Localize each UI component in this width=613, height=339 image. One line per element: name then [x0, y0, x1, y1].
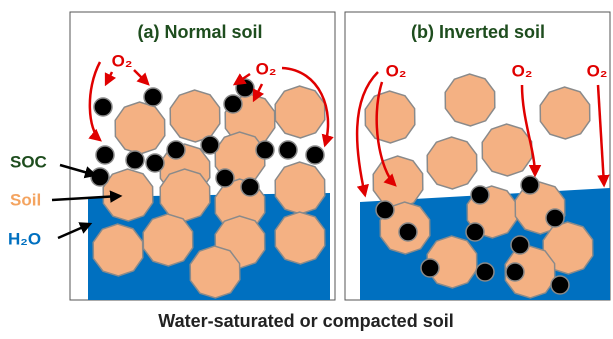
soc-particle	[376, 201, 394, 219]
soc-particle	[144, 88, 162, 106]
soc-particle	[167, 141, 185, 159]
soc-particle	[521, 176, 539, 194]
soc-particle	[216, 169, 234, 187]
soil-particle	[93, 224, 143, 276]
soc-particle	[279, 141, 297, 159]
soc-label: SOC	[10, 152, 47, 171]
soil-label: Soil	[10, 190, 41, 209]
soc-particle	[546, 209, 564, 227]
soc-particle	[224, 95, 242, 113]
soil-particle	[445, 74, 495, 126]
soc-particle	[421, 259, 439, 277]
caption: Water-saturated or compacted soil	[158, 311, 453, 331]
soil-particle	[365, 91, 415, 143]
soc-particle	[146, 154, 164, 172]
soc-particle	[241, 178, 259, 196]
soc-particle	[471, 186, 489, 204]
o2-label: O₂	[386, 61, 407, 80]
soil-particle	[160, 169, 210, 221]
soc-particle	[201, 136, 219, 154]
o2-label: O₂	[112, 51, 133, 70]
soil-particle	[143, 214, 193, 266]
soc-particle	[506, 263, 524, 281]
soil-particle	[540, 87, 590, 139]
soc-particle	[96, 146, 114, 164]
o2-label: O₂	[256, 59, 277, 78]
soil-particle	[275, 162, 325, 214]
soc-particle	[476, 263, 494, 281]
soil-particle	[427, 137, 477, 189]
soil-particle	[115, 102, 165, 154]
soc-particle	[306, 146, 324, 164]
soc-particle	[511, 236, 529, 254]
soc-particle	[94, 98, 112, 116]
soil-particle	[275, 212, 325, 264]
soc-particle	[256, 141, 274, 159]
panel-title: (b) Inverted soil	[411, 22, 545, 42]
o2-label: O₂	[512, 61, 533, 80]
soil-particle	[373, 156, 423, 208]
soil-particle	[275, 86, 325, 138]
soc-particle	[551, 276, 569, 294]
soil-particle	[190, 246, 240, 298]
water-label: H₂O	[8, 229, 41, 248]
soc-particle	[126, 151, 144, 169]
soc-particle	[399, 223, 417, 241]
o2-label: O₂	[587, 61, 608, 80]
soil-particle	[170, 90, 220, 142]
diagram: (a) Normal soil (b) Inverted soil O₂ O₂ …	[0, 0, 613, 334]
soil-particle	[103, 169, 153, 221]
soc-particle	[91, 168, 109, 186]
soil-particle	[482, 124, 532, 176]
soc-particle	[466, 223, 484, 241]
panel-title: (a) Normal soil	[137, 22, 262, 42]
